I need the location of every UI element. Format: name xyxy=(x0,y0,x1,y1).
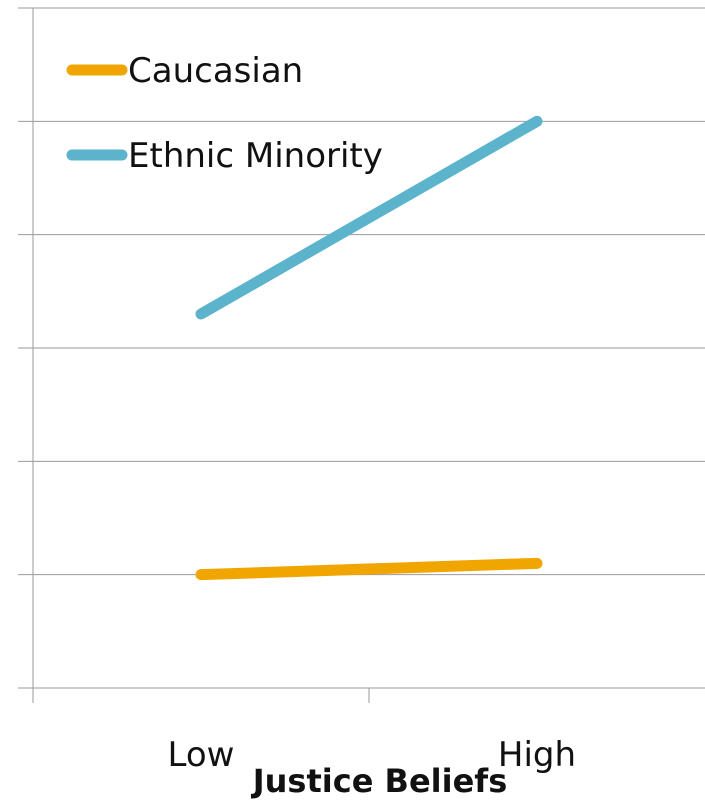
x-tick-labels: Low High xyxy=(168,735,577,775)
gridlines xyxy=(18,7,705,576)
x-tick-label: High xyxy=(498,735,576,775)
axes xyxy=(18,8,705,703)
series-line-2 xyxy=(195,115,543,320)
legend-label: Ethnic Minority xyxy=(128,136,383,176)
legend-label: Caucasian xyxy=(128,51,303,91)
series-line-1 xyxy=(195,557,543,581)
x-axis-label: Justice Beliefs xyxy=(251,762,508,800)
x-tick-label: Low xyxy=(168,735,235,775)
series-lines xyxy=(195,115,543,581)
legend: Caucasian Ethnic Minority xyxy=(66,51,383,176)
